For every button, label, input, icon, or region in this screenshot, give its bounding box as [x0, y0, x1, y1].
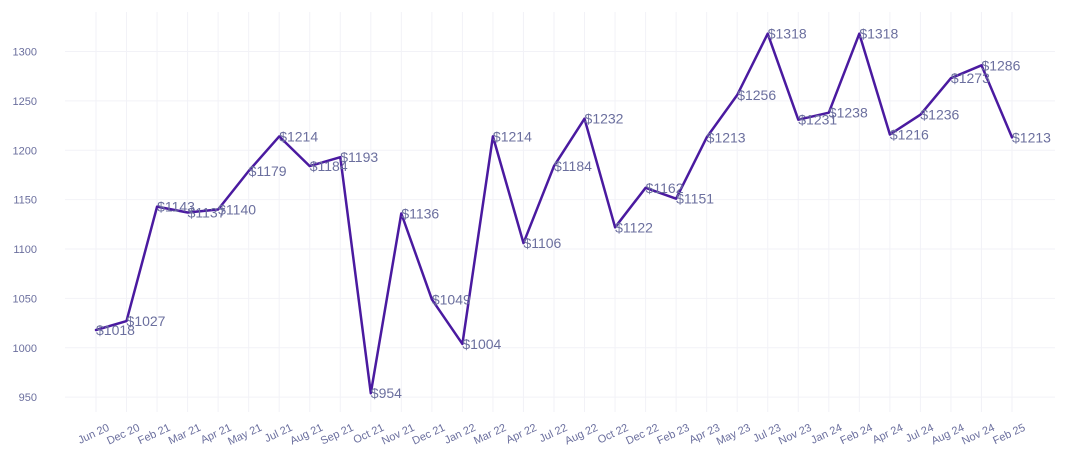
data-label: $1286	[981, 57, 1020, 73]
y-tick-label: 1100	[13, 244, 37, 256]
data-label: $1122	[615, 219, 653, 235]
data-label: $1193	[340, 149, 378, 165]
data-label: $1318	[768, 26, 807, 42]
data-label: $1049	[432, 291, 471, 307]
grid-layer	[65, 12, 1055, 412]
x-tick-label: Nov 24	[960, 422, 997, 448]
x-tick-label: Apr 22	[504, 422, 538, 447]
data-label: $1027	[127, 313, 166, 329]
data-label: $1236	[920, 107, 959, 123]
x-tick-label: Feb 24	[838, 422, 874, 447]
data-labels: $1018$1027 $1143$1137$1140 $1179 $1214 $1184…	[96, 26, 1051, 402]
data-label: $954	[371, 385, 402, 401]
x-tick-label: Aug 22	[563, 422, 600, 448]
data-label: $1179	[249, 163, 287, 179]
y-tick-label: 1150	[13, 195, 37, 207]
x-tick-label: Dec 20	[105, 422, 142, 448]
y-tick-label: 1200	[13, 145, 37, 157]
data-label: $1018	[96, 322, 135, 338]
series-layer	[94, 32, 1014, 395]
data-label: $1318	[859, 26, 898, 42]
x-tick-label: Oct 21	[352, 422, 386, 447]
data-label: $1216	[890, 126, 929, 142]
data-label: $1162	[646, 180, 684, 196]
x-tick-label: Sep 21	[319, 422, 356, 448]
y-tick-label: 1000	[13, 343, 37, 355]
x-tick-label: Jun 20	[76, 422, 111, 447]
x-tick-label: Apr 24	[871, 422, 905, 447]
data-label: $1106	[523, 235, 561, 251]
data-label: $1151	[676, 191, 714, 207]
data-label: $1136	[401, 205, 439, 221]
x-tick-label: Nov 23	[777, 422, 814, 448]
data-label: $1231	[798, 112, 837, 128]
data-label: $1184	[554, 158, 592, 174]
data-label: $1232	[585, 111, 624, 127]
data-label: $1184	[310, 158, 348, 174]
series-line	[94, 32, 1014, 395]
x-tick-label: Feb 25	[991, 422, 1027, 447]
y-tick-label: 1300	[13, 47, 37, 59]
data-label: $1004	[462, 336, 501, 352]
data-label: $1137	[188, 204, 226, 220]
x-tick-label: Oct 22	[596, 422, 630, 447]
x-tick-label: Jan 22	[443, 422, 478, 447]
x-tick-label: Feb 21	[136, 422, 172, 447]
x-tick-label: Dec 22	[624, 422, 661, 448]
x-tick-label: Dec 21	[410, 422, 447, 448]
data-label: $1214	[493, 128, 532, 144]
x-tick-label: Mar 21	[167, 422, 203, 447]
x-tick-label: May 23	[715, 422, 753, 448]
data-label: $1238	[829, 105, 868, 121]
x-tick-label: Aug 24	[930, 422, 967, 448]
data-label: $1143	[157, 199, 195, 215]
data-label: $1140	[218, 202, 256, 218]
y-tick-label: 1250	[13, 96, 37, 108]
x-tick-label: Feb 23	[655, 422, 691, 447]
y-tick-label: 1050	[13, 293, 37, 305]
y-axis: 950 1000 1050 1100 1150 1200 1250 1300	[13, 47, 37, 405]
x-tick-label: Nov 21	[380, 422, 417, 448]
data-label: $1273	[951, 70, 990, 86]
x-tick-label: Aug 21	[288, 422, 325, 448]
data-label: $1213	[1012, 129, 1051, 145]
data-label: $1214	[279, 128, 318, 144]
data-label: $1213	[707, 129, 746, 145]
x-tick-label: May 21	[226, 422, 264, 448]
data-label: $1256	[737, 87, 776, 103]
x-tick-label: Jan 24	[809, 422, 844, 447]
y-tick-label: 950	[19, 392, 37, 404]
x-tick-label: Mar 22	[472, 422, 508, 447]
